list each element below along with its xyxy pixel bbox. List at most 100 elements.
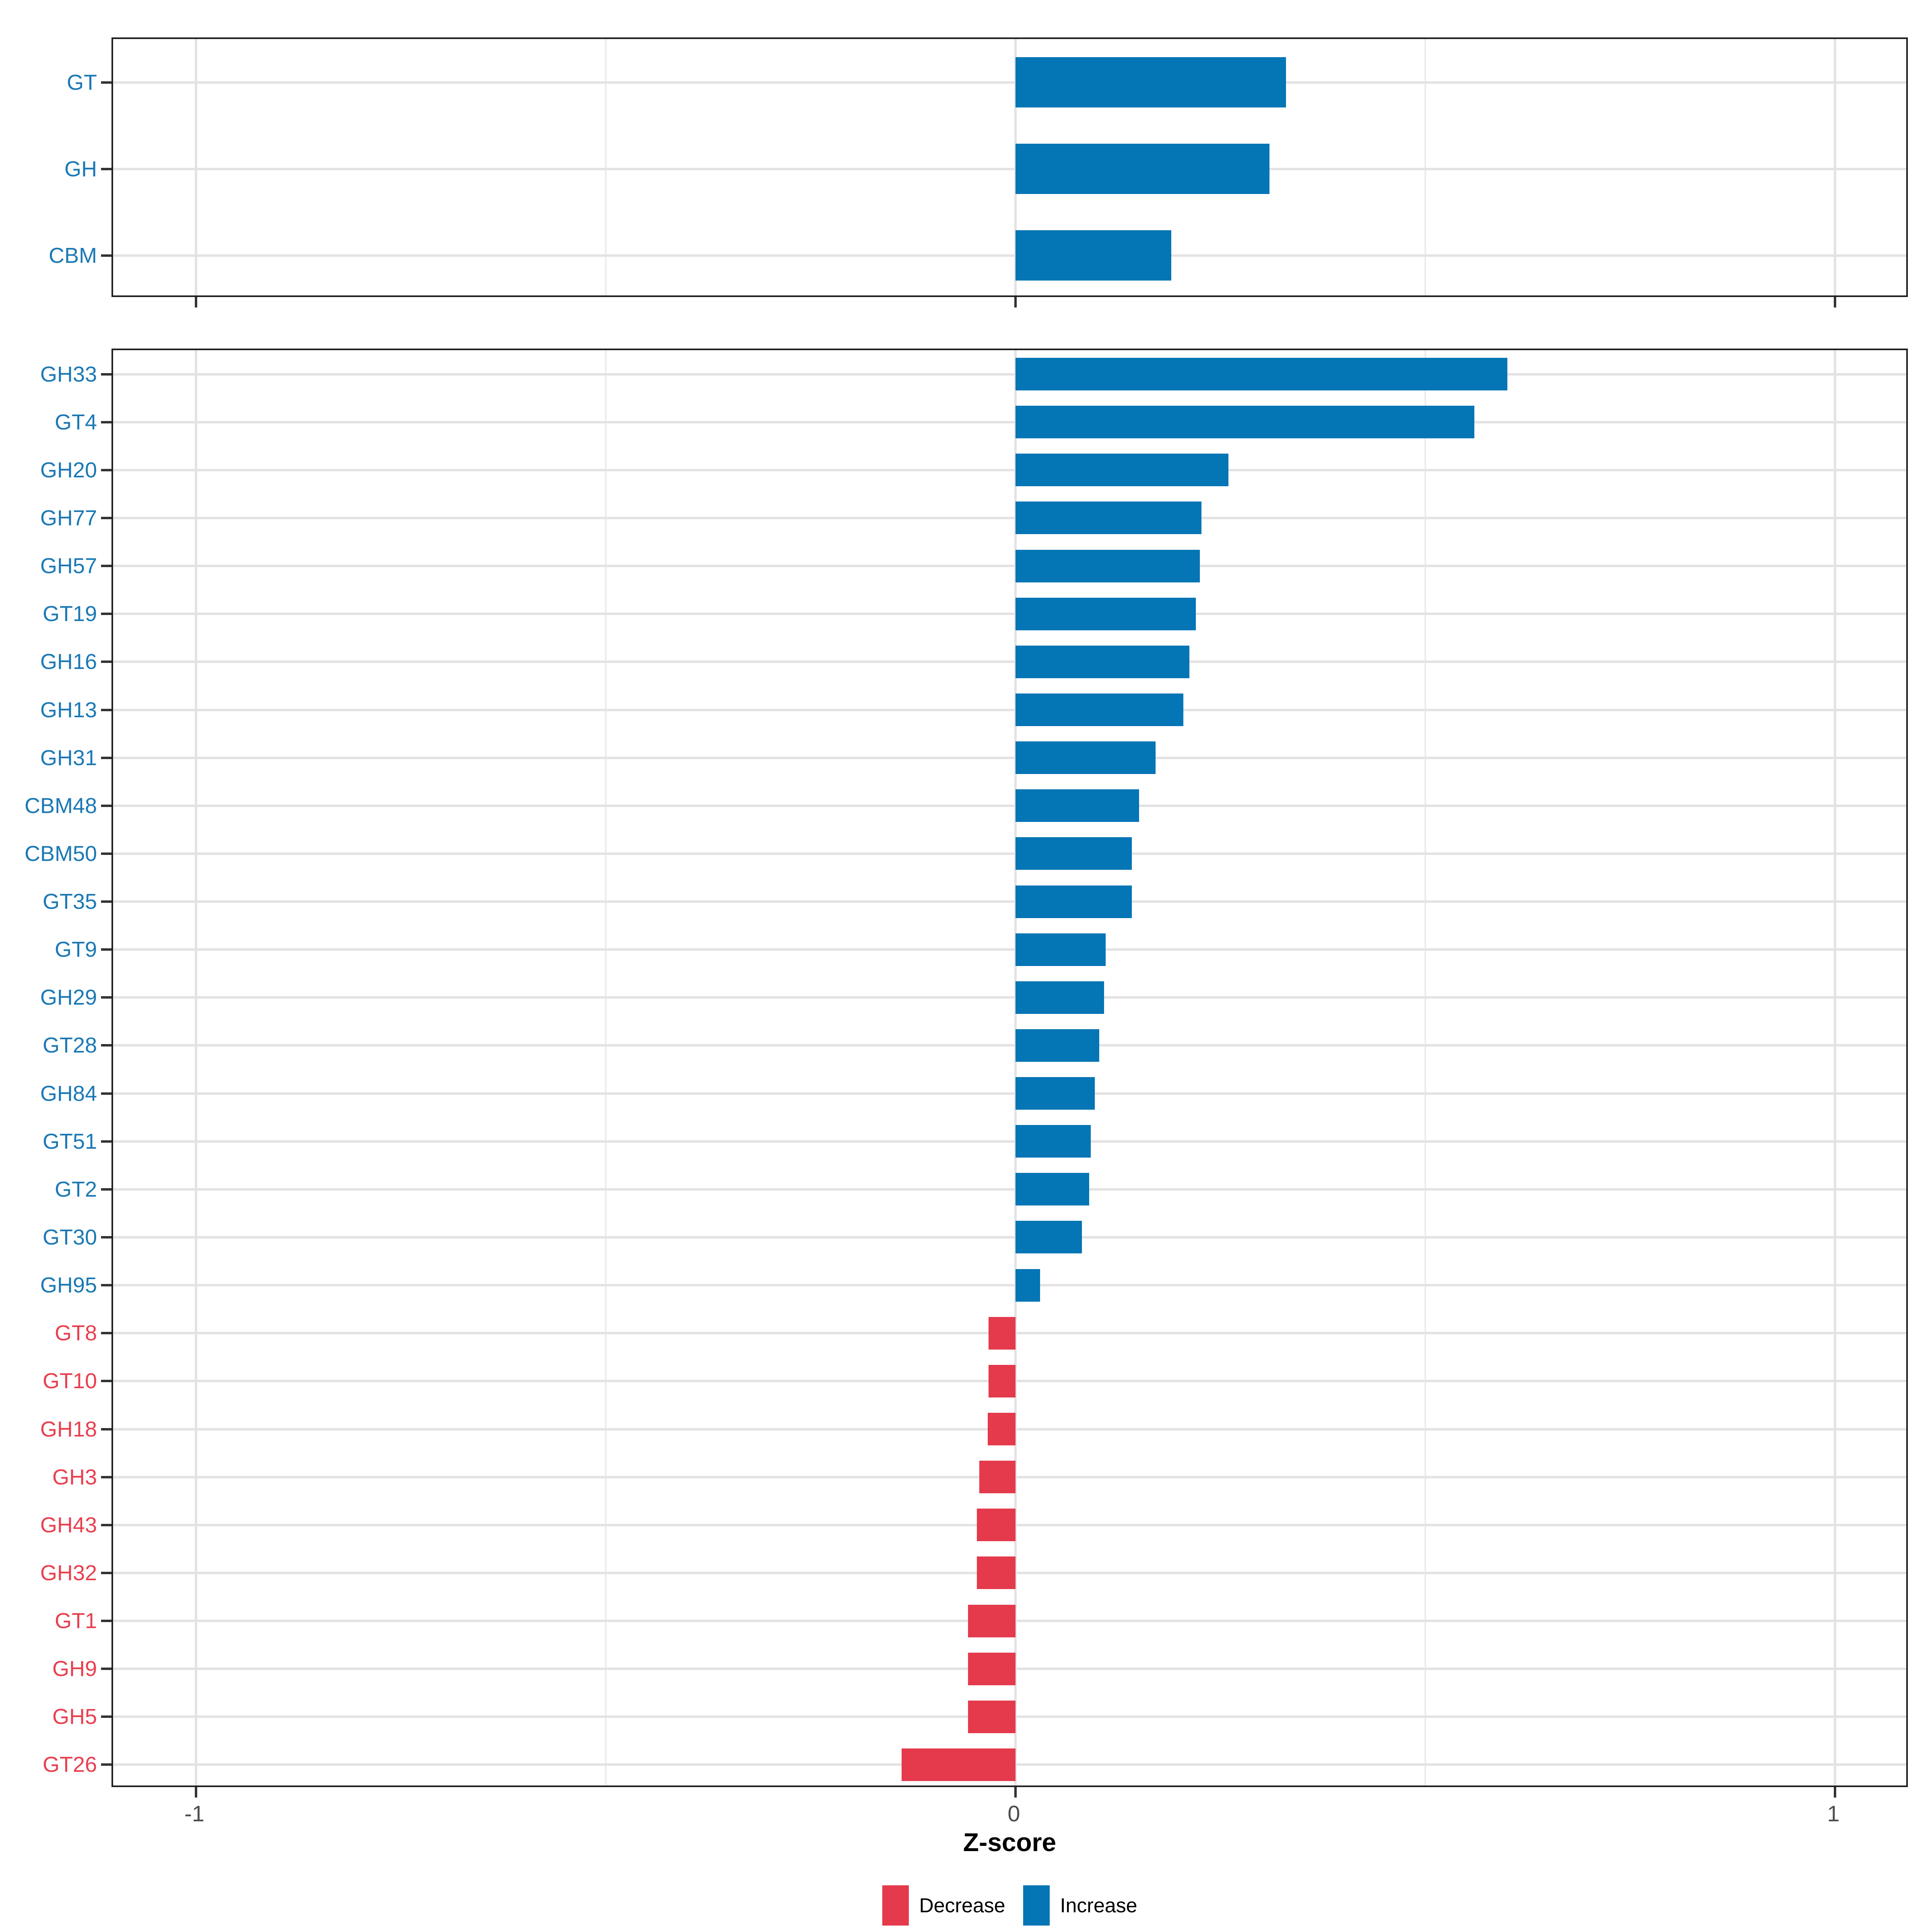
gridline-row-CBM — [113, 254, 1906, 257]
y-tick-GT19 — [101, 613, 111, 615]
y-axis-label-GH95: GH95 — [40, 1273, 97, 1298]
gridline-major-x-1 — [1834, 350, 1836, 1785]
x-tick-0-panel-cazy-families — [1014, 1787, 1017, 1798]
y-axis-label-CBM48: CBM48 — [24, 793, 97, 818]
bar-GH5 — [968, 1700, 1016, 1733]
gridline-row-GH95 — [113, 1284, 1906, 1287]
y-tick-GT8 — [101, 1332, 111, 1335]
legend-label-increase: Increase — [1060, 1894, 1137, 1917]
y-tick-GH9 — [101, 1668, 111, 1670]
y-axis-label-GT9: GT9 — [54, 937, 97, 962]
bar-GH18 — [987, 1412, 1016, 1445]
bar-CBM — [1016, 230, 1171, 281]
y-axis-label-CBM50: CBM50 — [24, 841, 97, 866]
bar-GT51 — [1016, 1125, 1091, 1158]
gridline-row-GT51 — [113, 1140, 1906, 1143]
y-tick-GH5 — [101, 1715, 111, 1718]
y-tick-GH84 — [101, 1092, 111, 1095]
legend: Decrease Increase — [111, 1885, 1908, 1926]
x-tick-label-0: 0 — [1007, 1801, 1020, 1826]
y-axis-label-GH18: GH18 — [40, 1417, 97, 1441]
legend-key-increase — [1023, 1885, 1050, 1926]
y-tick-GH57 — [101, 565, 111, 568]
x-tick-label--1: -1 — [184, 1801, 204, 1826]
gridline-row-CBM48 — [113, 804, 1906, 807]
gridline-row-GT4 — [113, 421, 1906, 423]
y-tick-GT1 — [101, 1620, 111, 1622]
y-axis-label-GT4: GT4 — [54, 410, 97, 434]
y-tick-GH18 — [101, 1428, 111, 1430]
gridline-major-x--1 — [195, 39, 197, 295]
x-tick-1-panel-cazy-families — [1834, 1787, 1836, 1798]
bar-GT2 — [1016, 1173, 1090, 1206]
gridline-row-GH29 — [113, 996, 1906, 999]
bar-CBM48 — [1016, 789, 1139, 822]
y-tick-GT28 — [101, 1044, 111, 1047]
y-axis-label-GH57: GH57 — [40, 554, 97, 578]
y-tick-CBM50 — [101, 852, 111, 855]
gridline-minor-x--0.5 — [605, 39, 607, 295]
y-tick-GH20 — [101, 469, 111, 471]
y-tick-GH16 — [101, 661, 111, 663]
y-tick-GT51 — [101, 1140, 111, 1143]
x-axis-title: Z-score — [963, 1828, 1057, 1857]
y-tick-GT35 — [101, 900, 111, 903]
bar-GH — [1016, 144, 1270, 194]
gridline-row-GH33 — [113, 373, 1906, 376]
y-tick-GH95 — [101, 1284, 111, 1287]
y-axis-label-GH31: GH31 — [40, 745, 97, 770]
gridline-row-GH57 — [113, 565, 1906, 568]
y-axis-label-GT1: GT1 — [54, 1609, 97, 1633]
gridline-row-GH13 — [113, 708, 1906, 711]
y-axis-label-GT19: GT19 — [42, 602, 97, 626]
bar-GT4 — [1016, 406, 1475, 439]
bar-GH33 — [1016, 358, 1507, 391]
bar-GH31 — [1016, 741, 1156, 774]
y-axis-label-GH84: GH84 — [40, 1081, 97, 1106]
x-tick-label-1: 1 — [1827, 1801, 1840, 1826]
y-tick-GH32 — [101, 1571, 111, 1574]
bar-GT9 — [1016, 933, 1106, 966]
bar-GT1 — [968, 1604, 1016, 1637]
bar-GT — [1016, 57, 1286, 107]
bar-GH84 — [1016, 1077, 1095, 1110]
y-axis-label-GH32: GH32 — [40, 1560, 97, 1585]
gridline-minor-x-0.5 — [1424, 39, 1426, 295]
gridline-row-GT9 — [113, 948, 1906, 951]
bar-GH43 — [977, 1509, 1016, 1542]
y-axis-label-GT: GT — [67, 70, 97, 95]
bar-GH3 — [979, 1461, 1016, 1494]
y-axis-label-GT26: GT26 — [42, 1752, 97, 1777]
x-tick-1-panel-overall-classes — [1834, 297, 1836, 308]
y-tick-CBM48 — [101, 804, 111, 807]
bar-GT26 — [901, 1748, 1016, 1781]
gridline-row-GH31 — [113, 756, 1906, 759]
gridline-minor-x--0.5 — [605, 350, 607, 1785]
y-axis-label-CBM: CBM — [49, 243, 97, 268]
bar-GT35 — [1016, 885, 1132, 918]
y-tick-GT — [101, 81, 111, 84]
gridline-row-GH — [113, 167, 1906, 170]
gridline-major-x--1 — [195, 350, 197, 1785]
y-tick-GT26 — [101, 1763, 111, 1766]
bar-GH57 — [1016, 549, 1200, 582]
y-axis-label-GT35: GT35 — [42, 890, 97, 914]
y-tick-GH31 — [101, 756, 111, 759]
y-axis-label-GT8: GT8 — [54, 1321, 97, 1346]
bar-GT19 — [1016, 597, 1196, 630]
y-tick-GT30 — [101, 1236, 111, 1238]
bar-GH20 — [1016, 454, 1229, 487]
y-axis-label-GH43: GH43 — [40, 1513, 97, 1537]
gridline-minor-x-0.5 — [1424, 350, 1426, 1785]
y-axis-label-GH77: GH77 — [40, 506, 97, 530]
bar-CBM50 — [1016, 837, 1132, 870]
bar-GH9 — [968, 1652, 1016, 1685]
y-axis-label-GT30: GT30 — [42, 1225, 97, 1249]
y-axis-label-GH5: GH5 — [52, 1705, 97, 1729]
x-tick--1-panel-cazy-families — [195, 1787, 197, 1798]
y-axis-label-GH13: GH13 — [40, 698, 97, 722]
bar-GH95 — [1016, 1269, 1040, 1302]
y-axis-label-GH29: GH29 — [40, 985, 97, 1010]
legend-key-decrease — [882, 1885, 909, 1926]
